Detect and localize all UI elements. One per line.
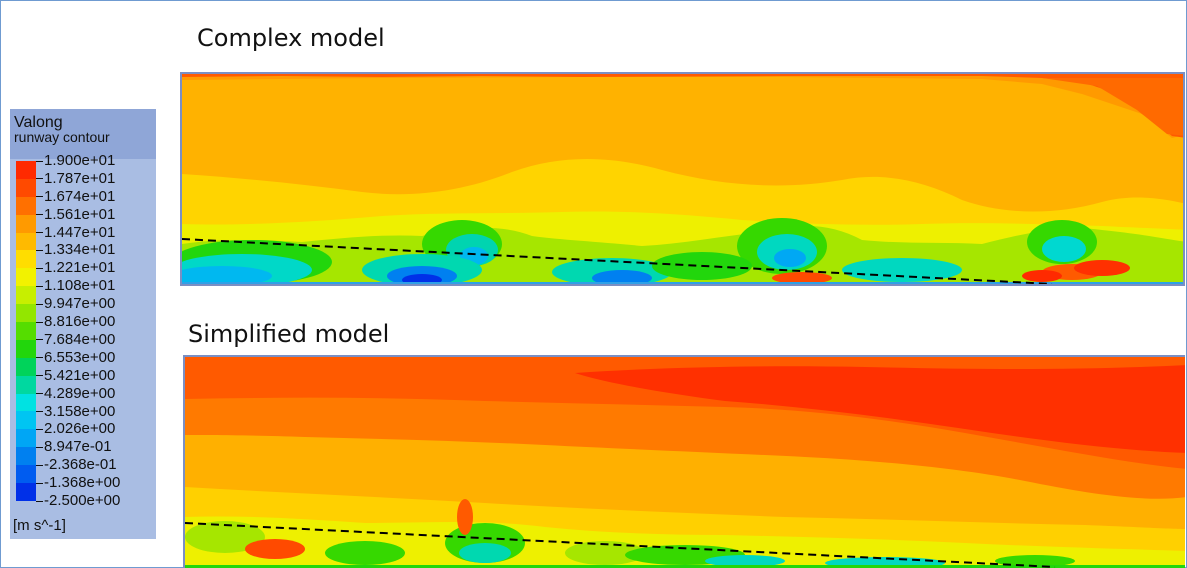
colorbar-swatch (16, 161, 36, 179)
legend-tick: -1.368e+00 (36, 474, 121, 492)
colorbar (16, 161, 36, 501)
legend-tick: 1.447e+01 (36, 223, 116, 241)
tick-label: 8.947e-01 (44, 438, 112, 456)
simplified-model-contour (183, 355, 1185, 568)
tick-label: 5.421e+00 (44, 366, 116, 384)
legend-tick: 2.026e+00 (36, 420, 116, 438)
tick-label: 3.158e+00 (44, 402, 116, 420)
complex-contour-graphic (182, 74, 1183, 284)
tick-mark (36, 357, 43, 359)
tick-mark (36, 339, 43, 341)
tick-mark (36, 500, 43, 502)
tick-label: 9.947e+00 (44, 295, 116, 313)
tick-mark (36, 428, 43, 430)
colorbar-swatch (16, 322, 36, 340)
tick-label: 6.553e+00 (44, 348, 116, 366)
tick-mark (36, 393, 43, 395)
legend-tick: -2.500e+00 (36, 492, 121, 509)
colorbar-swatch (16, 232, 36, 251)
legend-tick: 1.561e+01 (36, 205, 116, 223)
tick-mark (36, 196, 43, 198)
colorbar-swatch (16, 214, 36, 233)
tick-mark (36, 446, 43, 448)
tick-mark (36, 303, 43, 305)
tick-label: 1.787e+01 (44, 169, 116, 187)
legend-tick: 8.816e+00 (36, 313, 116, 331)
colorbar-swatch (16, 196, 36, 215)
tick-mark (36, 411, 43, 413)
legend-tick: 3.158e+00 (36, 402, 116, 420)
tick-label: -2.500e+00 (44, 492, 121, 509)
legend-tick: 7.684e+00 (36, 330, 116, 348)
colorbar-swatch (16, 447, 36, 466)
legend-subtitle: runway contour (14, 129, 110, 145)
legend-tick: 8.947e-01 (36, 438, 112, 456)
legend-tick: 1.674e+01 (36, 187, 116, 205)
tick-label: 1.561e+01 (44, 205, 116, 223)
colorbar-swatch (16, 429, 36, 448)
legend-tick: -2.368e-01 (36, 456, 117, 474)
legend-tick: 5.421e+00 (36, 366, 116, 384)
complex-model-title: Complex model (197, 24, 385, 52)
simplified-model-title: Simplified model (188, 320, 390, 348)
legend-tick: 6.553e+00 (36, 348, 116, 366)
colorbar-swatch (16, 339, 36, 358)
complex-model-contour (180, 72, 1185, 286)
colorbar-swatch (16, 465, 36, 484)
tick-mark (36, 321, 43, 323)
tick-label: -2.368e-01 (44, 456, 117, 474)
colorbar-swatch (16, 393, 36, 412)
tick-label: 7.684e+00 (44, 330, 116, 348)
tick-mark (36, 178, 43, 180)
tick-label: 1.108e+01 (44, 277, 116, 295)
colorbar-swatch (16, 357, 36, 376)
tick-label: 1.447e+01 (44, 223, 116, 241)
colorbar-swatch (16, 375, 36, 394)
legend-tick-labels: 1.900e+01 1.787e+01 1.674e+01 1.561e+01 1.44… (36, 153, 154, 509)
legend-title: Valong (14, 114, 63, 131)
colorbar-swatch (16, 250, 36, 269)
legend-tick: 9.947e+00 (36, 295, 116, 313)
legend-tick: 1.334e+01 (36, 241, 116, 259)
tick-label: 1.900e+01 (44, 152, 116, 169)
legend-tick: 4.289e+00 (36, 384, 116, 402)
tick-label: 1.334e+01 (44, 241, 116, 259)
tick-mark (36, 250, 43, 251)
tick-mark (36, 285, 43, 287)
tick-mark (36, 482, 43, 484)
tick-mark (36, 232, 43, 234)
tick-label: 1.221e+01 (44, 259, 116, 277)
legend-tick: 1.221e+01 (36, 259, 116, 277)
legend-tick: 1.108e+01 (36, 277, 116, 295)
colorbar-swatch (16, 268, 36, 287)
tick-mark (36, 160, 43, 162)
tick-mark (36, 214, 43, 216)
colorbar-swatch (16, 286, 36, 305)
tick-label: 1.674e+01 (44, 187, 116, 205)
colorbar-swatch (16, 411, 36, 430)
tick-label: -1.368e+00 (44, 474, 121, 492)
tick-label: 2.026e+00 (44, 420, 116, 438)
tick-label: 4.289e+00 (44, 384, 116, 402)
tick-label: 8.816e+00 (44, 313, 116, 331)
tick-mark (36, 267, 43, 269)
legend-units: [m s^-1] (13, 517, 66, 534)
tick-mark (36, 375, 43, 377)
legend-tick: 1.900e+01 (36, 152, 116, 169)
tick-mark (36, 464, 43, 466)
legend-header: Valong runway contour (10, 109, 156, 159)
colorbar-swatch (16, 483, 36, 501)
colorbar-swatch (16, 304, 36, 323)
colorbar-legend: Valong runway contour 1.900e+01 1.787e+01… (10, 109, 156, 539)
simplified-contour-graphic (185, 357, 1185, 568)
legend-tick: 1.787e+01 (36, 169, 116, 187)
colorbar-swatch (16, 178, 36, 197)
